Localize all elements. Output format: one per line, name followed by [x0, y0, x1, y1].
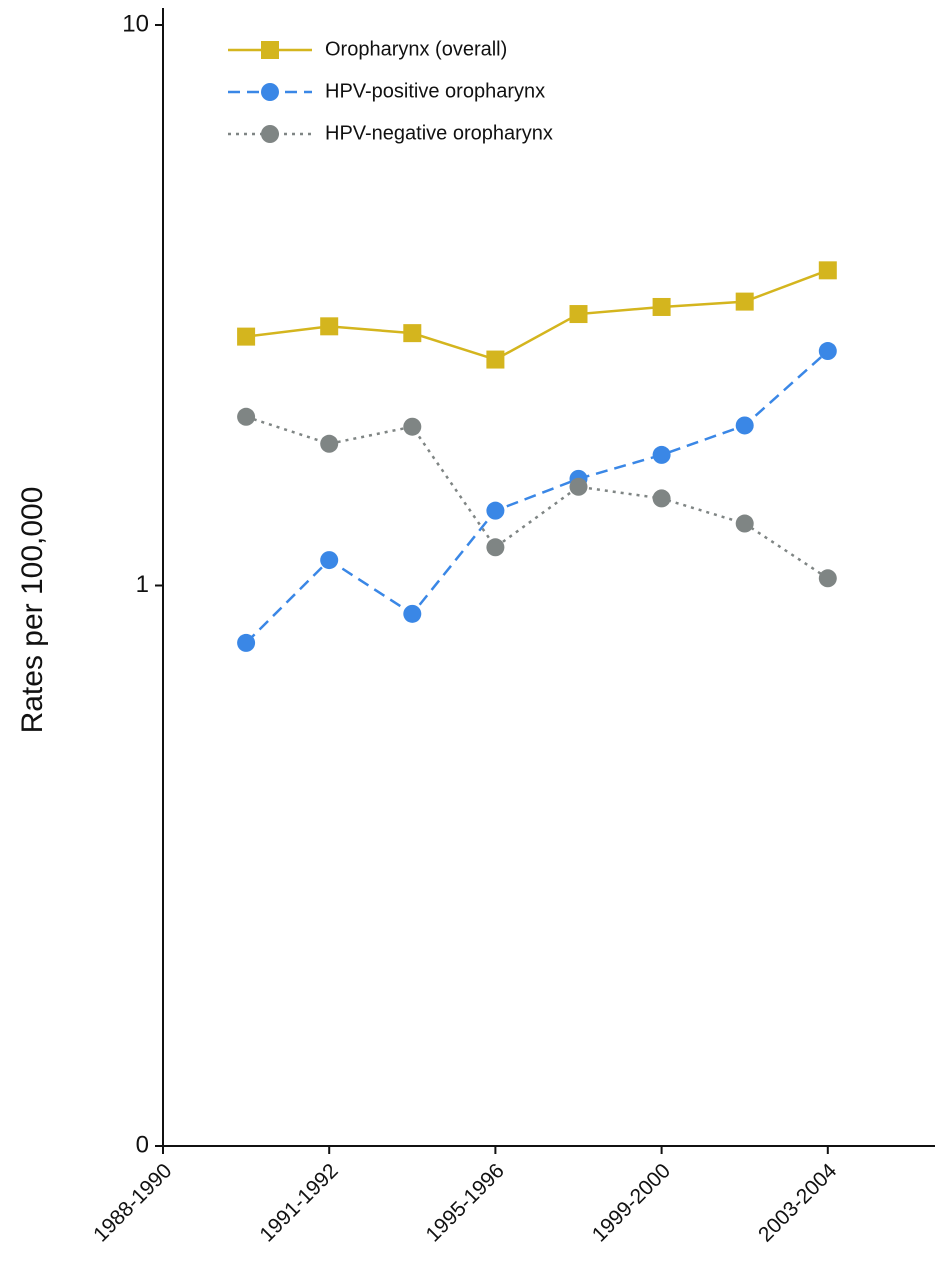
legend-label: HPV-positive oropharynx — [325, 80, 545, 102]
y-axis-label: Rates per 100,000 — [16, 487, 49, 734]
legend-marker — [261, 125, 279, 143]
marker — [486, 538, 505, 557]
marker — [818, 261, 837, 280]
marker — [818, 342, 837, 361]
y-tick-label: 1 — [136, 571, 149, 598]
legend-label: HPV-negative oropharynx — [325, 122, 553, 144]
marker — [652, 489, 671, 508]
y-tick-label: 10 — [122, 10, 149, 37]
marker — [403, 324, 422, 343]
x-tick-label: 2003-2004 — [754, 1159, 842, 1247]
legend-marker — [261, 83, 279, 101]
marker — [569, 477, 588, 496]
x-tick-label: 1995-1996 — [422, 1159, 509, 1246]
marker — [320, 551, 339, 570]
marker — [237, 407, 256, 426]
marker — [237, 633, 256, 652]
series-line — [245, 350, 829, 644]
legend-marker — [261, 41, 279, 59]
marker — [652, 297, 671, 316]
y-tick-label: 0 — [136, 1131, 149, 1158]
marker — [403, 604, 422, 623]
x-tick-label: 1988-1990 — [89, 1159, 176, 1246]
marker — [652, 445, 671, 464]
marker — [735, 514, 754, 533]
marker — [818, 569, 837, 588]
series-line — [245, 269, 829, 361]
marker — [569, 305, 588, 324]
x-tick-label: 1999-2000 — [588, 1159, 675, 1246]
marker — [320, 317, 339, 336]
x-tick-label: 1991-1992 — [255, 1159, 342, 1246]
marker — [735, 416, 754, 435]
legend-label: Oropharynx (overall) — [325, 38, 507, 60]
marker — [403, 417, 422, 436]
marker — [735, 292, 754, 311]
marker — [486, 350, 505, 369]
marker — [320, 434, 339, 453]
series-line — [245, 415, 829, 580]
marker — [237, 327, 256, 346]
marker — [486, 501, 505, 520]
